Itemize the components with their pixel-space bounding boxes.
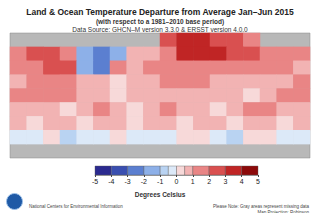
svg-text:Please Note: Gray areas repres: Please Note: Gray areas represent missin… (213, 204, 310, 209)
svg-text:3: 3 (223, 178, 227, 185)
svg-text:-3: -3 (124, 178, 130, 185)
svg-text:2: 2 (207, 178, 211, 185)
svg-text:Land & Ocean Temperature Depar: Land & Ocean Temperature Departure from … (26, 7, 294, 17)
svg-text:0: 0 (175, 178, 179, 185)
svg-text:-5: -5 (92, 178, 98, 185)
svg-text:Map Projection: Robinson: Map Projection: Robinson (257, 210, 309, 213)
svg-text:5: 5 (256, 178, 260, 185)
svg-text:Data Source: GHCN–M version 3.: Data Source: GHCN–M version 3.3.0 & ERSS… (72, 26, 248, 33)
svg-text:National Centers for Environme: National Centers for Environmental Infor… (29, 204, 123, 209)
svg-text:-2: -2 (141, 178, 147, 185)
svg-text:-1: -1 (157, 178, 163, 185)
svg-text:Degrees Celsius: Degrees Celsius (135, 191, 186, 199)
svg-text:4: 4 (240, 178, 244, 185)
svg-text:1: 1 (191, 178, 195, 185)
svg-text:(with respect to a 1981–2010 b: (with respect to a 1981–2010 base period… (96, 18, 224, 26)
svg-text:-4: -4 (108, 178, 114, 185)
